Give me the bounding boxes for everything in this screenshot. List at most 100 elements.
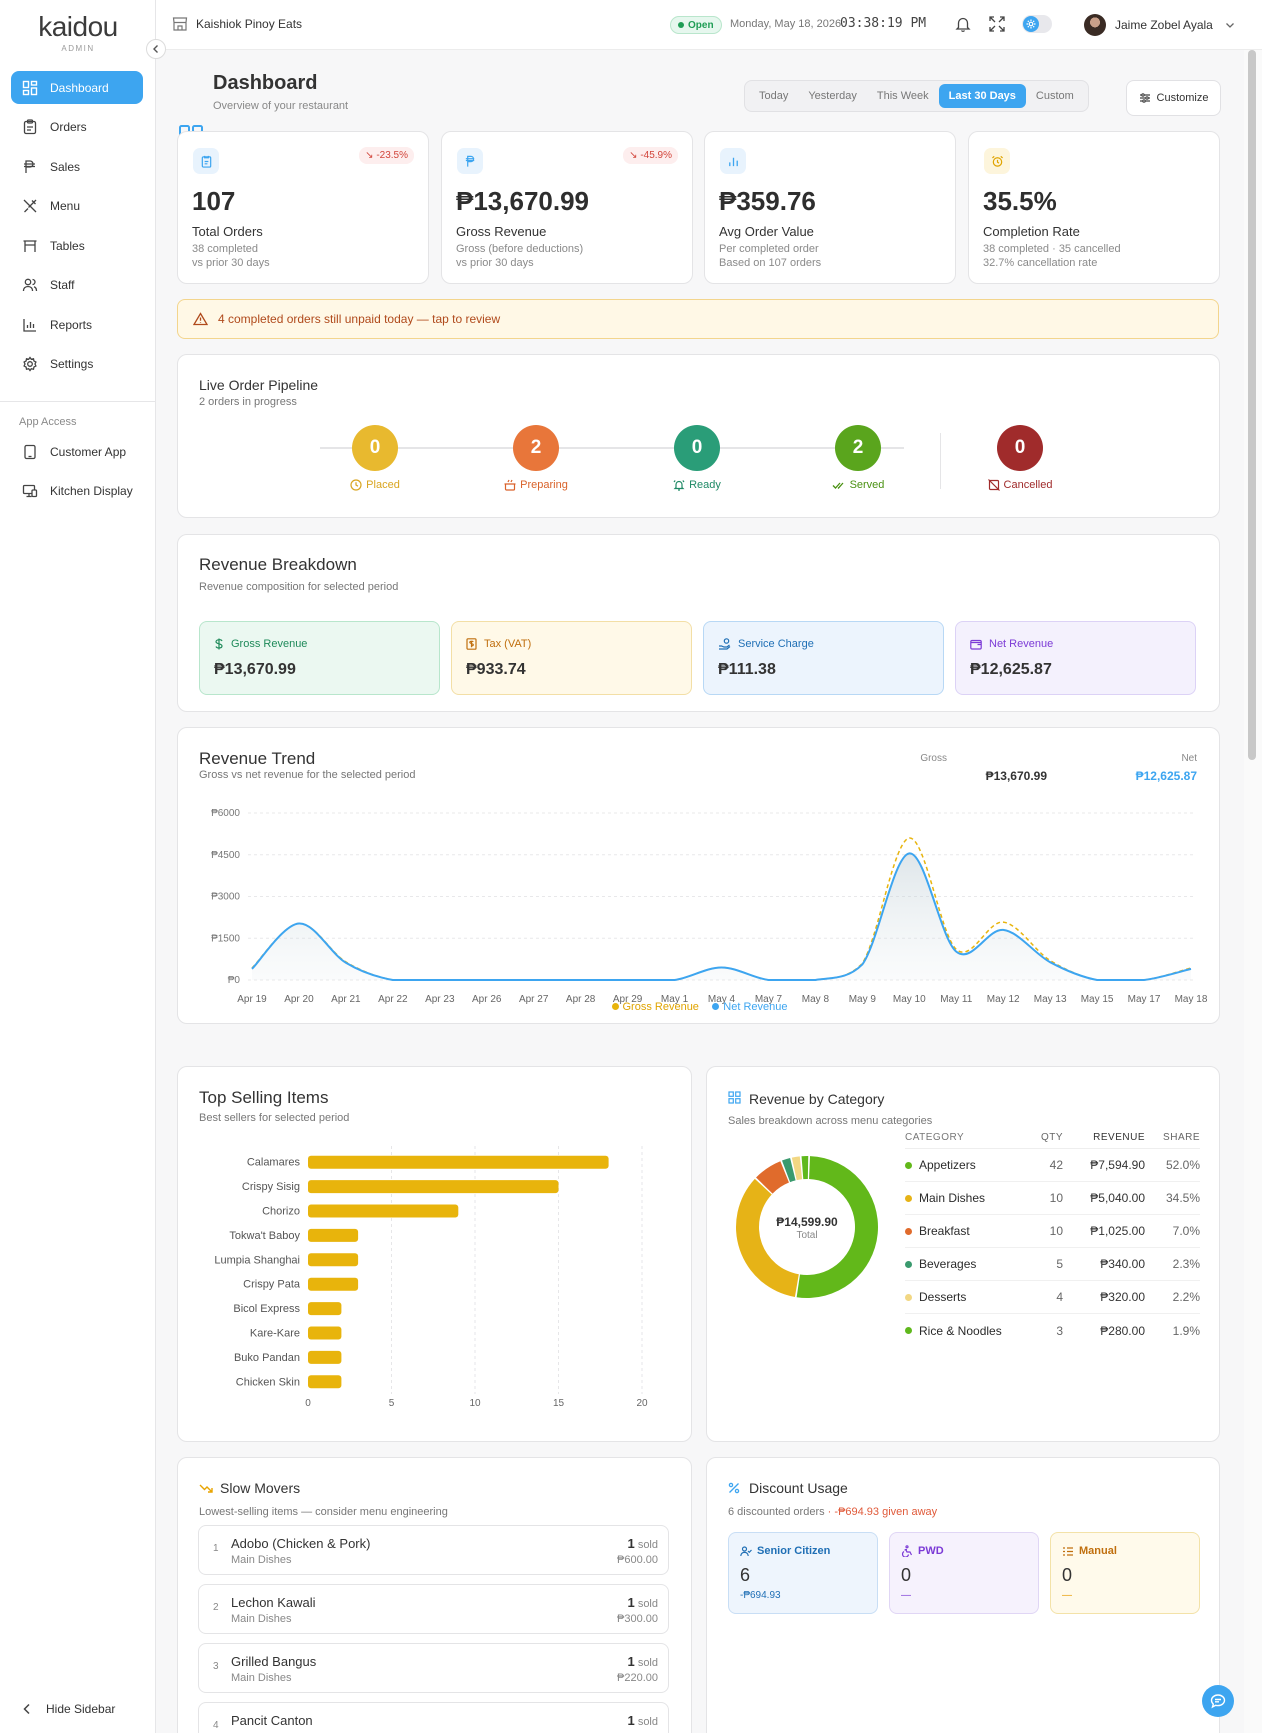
sidebar-item-orders[interactable]: Orders [11,111,143,144]
wallet-icon [970,639,982,650]
users-icon [22,278,38,292]
alert-text: 4 completed orders still unpaid today — … [218,312,501,326]
legend-gross[interactable]: Gross Revenue [611,1001,699,1013]
sidebar-item-dashboard[interactable]: Dashboard [11,71,143,104]
sidebar-item-menu[interactable]: Menu [11,190,143,223]
x-tick-label: May 12 [987,994,1020,1005]
table-row[interactable]: Desserts 4 ₱320.00 2.2% [905,1281,1200,1314]
unpaid-orders-alert[interactable]: 4 completed orders still unpaid today — … [177,299,1219,339]
grid-icon [728,1091,741,1104]
category-color-dot [905,1293,912,1301]
table-row[interactable]: Beverages 5 ₱340.00 2.3% [905,1248,1200,1281]
discount-manual[interactable]: Manual 0 — [1050,1532,1200,1614]
pipeline-label: Served [808,479,908,491]
gear-icon [23,356,37,372]
category-revenue: ₱340.00 [1100,1257,1145,1271]
period-this-week[interactable]: This Week [876,90,929,102]
pipeline-step-ready[interactable]: 0 Ready [647,425,747,491]
period-custom[interactable]: Custom [1035,90,1074,102]
category-share: 7.0% [1172,1224,1200,1238]
collapse-sidebar-button[interactable] [146,39,166,59]
pipeline-step-served[interactable]: 2 Served [808,425,908,491]
section-title: Revenue Trend [199,749,316,768]
gross-data-point [392,979,394,981]
stat-card-gross-revenue[interactable]: ↘ -45.9% ₱13,670.99 Gross Revenue Gross … [441,131,693,284]
sidebar-item-sales[interactable]: Sales [11,150,143,183]
sidebar-item-label: Kitchen Display [50,484,133,498]
sidebar: kaidou ADMIN Dashboard Orders Sales Menu… [0,0,166,1733]
discount-pwd[interactable]: PWD 0 — [889,1532,1039,1614]
donut-slice [801,1156,809,1180]
page-scrollbar[interactable] [1244,50,1262,1733]
gross-data-point [439,979,441,981]
stat-value: 35.5% [983,186,1057,216]
sidebar-item-label: Customer App [50,444,127,459]
legend-net[interactable]: Net Revenue [712,1001,788,1013]
pipeline-count: 2 [835,425,881,471]
gross-data-point [580,979,582,981]
item-rank: 2 [213,1602,219,1613]
fullscreen-icon[interactable] [988,15,1006,33]
period-yesterday[interactable]: Yesterday [808,90,857,102]
section-subtitle: Revenue composition for selected period [199,581,399,593]
x-tick-label: May 4 [708,994,736,1005]
top-selling-items: Top Selling Items Best sellers for selec… [177,1066,692,1442]
sidebar-item-kitchen-display[interactable]: Kitchen Display [11,475,143,508]
pipeline-step-preparing[interactable]: 2 Preparing [486,425,586,491]
discount-senior-citizen[interactable]: Senior Citizen 6 -₱694.93 [728,1532,878,1614]
scrollbar-thumb[interactable] [1248,50,1256,760]
x-tick-label: 5 [389,1398,395,1409]
table-icon [23,239,37,252]
sidebar-item-reports[interactable]: Reports [11,308,143,341]
breakdown-value: ₱933.74 [466,661,526,678]
list-item[interactable]: 4 Pancit Canton 1 sold [198,1702,669,1733]
table-row[interactable]: Main Dishes 10 ₱5,040.00 34.5% [905,1182,1200,1215]
current-date: Monday, May 18, 2026 [730,18,842,30]
gross-data-point [955,948,957,950]
app-access-nav: Customer App Kitchen Display [11,435,143,514]
list-icon [1063,1546,1073,1556]
table-row[interactable]: Appetizers 42 ₱7,594.90 52.0% [905,1149,1200,1182]
item-category: Main Dishes [231,1672,292,1684]
sidebar-item-label: Sales [50,159,81,174]
donut-center-label: Total [796,1230,818,1241]
pipeline-step-placed[interactable]: 0 Placed [325,425,425,491]
category-revenue: ₱7,594.90 [1090,1158,1145,1172]
pipeline-step-cancelled[interactable]: 0 Cancelled [970,425,1070,491]
period-today[interactable]: Today [759,90,789,102]
table-row[interactable]: Rice & Noodles 3 ₱280.00 1.9% [905,1314,1200,1347]
sidebar-item-tables[interactable]: Tables [11,229,143,262]
breakdown-gross-revenue: Gross Revenue ₱13,670.99 [199,621,440,695]
pipeline-connector [320,447,904,449]
stat-card-completion-rate[interactable]: 35.5% Completion Rate 38 completed · 35 … [968,131,1220,284]
list-item[interactable]: 2 Lechon Kawali Main Dishes 1 sold ₱300.00 [198,1584,669,1634]
hide-sidebar-button[interactable]: Hide Sidebar [22,1702,115,1716]
stat-card-avg-order-value[interactable]: ₱359.76 Avg Order Value Per completed or… [704,131,956,284]
sidebar-item-customer-app[interactable]: Customer App [11,435,143,468]
brand-logo[interactable]: kaidou ADMIN [28,12,128,54]
sidebar-item-staff[interactable]: Staff [11,269,143,302]
category-label: Chicken Skin [236,1376,300,1388]
net-data-point [1002,929,1004,931]
list-item[interactable]: 1 Adobo (Chicken & Pork) Main Dishes 1 sold… [198,1525,669,1575]
theme-toggle[interactable] [1022,15,1052,33]
bell-icon[interactable] [954,15,972,33]
list-item[interactable]: 3 Grilled Bangus Main Dishes 1 sold ₱220.00 [198,1643,669,1693]
receipt-icon [466,638,477,650]
sidebar-item-label: Tables [50,238,85,253]
period-last-30-days[interactable]: Last 30 Days [938,84,1026,108]
x-tick-label: Apr 22 [378,994,408,1005]
customize-button[interactable]: Customize [1126,80,1221,116]
store-selector[interactable]: Kaishiok Pinoy Eats [172,16,302,32]
breakdown-net-revenue: Net Revenue ₱12,625.87 [955,621,1196,695]
bar [308,1180,559,1194]
chat-button[interactable] [1202,1685,1234,1717]
user-menu[interactable]: Jaime Zobel Ayala [1084,14,1235,36]
table-row[interactable]: Breakfast 10 ₱1,025.00 7.0% [905,1215,1200,1248]
breakdown-label: Service Charge [738,638,814,650]
sidebar-item-settings[interactable]: Settings [11,348,143,381]
chart-legend: Gross Revenue Net Revenue [178,999,1221,1013]
y-tick-label: ₱6000 [211,808,240,819]
stat-card-total-orders[interactable]: ↘ -23.5% 107 Total Orders 38 completed v… [177,131,429,284]
stat-label: Avg Order Value [719,224,814,239]
